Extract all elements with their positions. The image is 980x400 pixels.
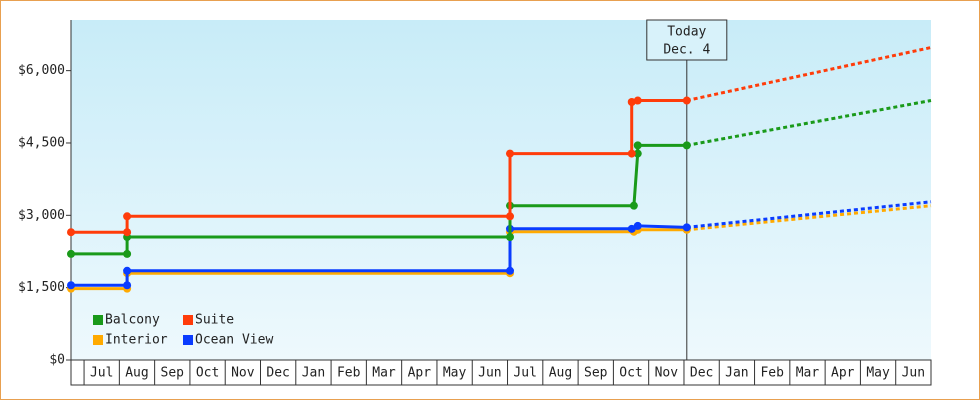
price-point bbox=[627, 149, 636, 158]
x-tick-label: Dec bbox=[266, 366, 289, 381]
x-tick-label: Jan bbox=[302, 366, 325, 381]
today-label: Dec. 4 bbox=[663, 43, 710, 58]
price-point bbox=[629, 201, 638, 210]
price-point bbox=[682, 96, 691, 105]
y-tick-label: $4,500 bbox=[18, 135, 65, 150]
price-point bbox=[633, 221, 642, 230]
x-tick-label: Sep bbox=[161, 366, 185, 381]
legend-swatch bbox=[93, 315, 103, 325]
price-point bbox=[123, 281, 132, 290]
x-tick-label: Mar bbox=[372, 366, 396, 381]
price-point bbox=[633, 141, 642, 150]
price-point bbox=[682, 223, 691, 232]
x-tick-label: Aug bbox=[549, 366, 572, 381]
x-tick-label: Jun bbox=[902, 366, 925, 381]
x-tick-label: Jan bbox=[725, 366, 748, 381]
price-point bbox=[505, 212, 514, 221]
price-point bbox=[633, 96, 642, 105]
x-tick-label: Apr bbox=[831, 366, 855, 381]
price-point bbox=[505, 266, 514, 275]
y-tick-label: $6,000 bbox=[18, 63, 65, 78]
legend-swatch bbox=[183, 315, 193, 325]
x-tick-label: Jul bbox=[90, 366, 113, 381]
legend-label: Balcony bbox=[105, 313, 160, 328]
forecast-line bbox=[686, 99, 932, 147]
x-axis-strip bbox=[70, 359, 932, 386]
x-tick-label: Jul bbox=[513, 366, 536, 381]
price-point bbox=[123, 228, 132, 237]
x-tick-label: Dec bbox=[690, 366, 713, 381]
price-point bbox=[123, 266, 132, 275]
price-point bbox=[67, 228, 75, 237]
x-tick-label: Feb bbox=[337, 366, 361, 381]
forecast-line bbox=[686, 200, 932, 229]
price-point bbox=[627, 97, 636, 106]
legend-swatch bbox=[183, 335, 193, 345]
y-tick-label: $1,500 bbox=[18, 280, 65, 295]
x-tick-label: Jun bbox=[478, 366, 501, 381]
today-box bbox=[646, 19, 728, 61]
forecast-line bbox=[686, 204, 932, 232]
price-point bbox=[633, 149, 642, 158]
x-tick-label: Sep bbox=[584, 366, 608, 381]
x-tick-label: Oct bbox=[196, 366, 219, 381]
legend-label: Ocean View bbox=[195, 333, 273, 348]
x-tick-label: Oct bbox=[619, 366, 642, 381]
x-tick-label: Mar bbox=[796, 366, 820, 381]
legend-label: Interior bbox=[105, 333, 168, 348]
x-tick-label: Aug bbox=[125, 366, 148, 381]
x-tick-label: Nov bbox=[655, 366, 679, 381]
today-label: Today bbox=[667, 25, 706, 40]
price-point bbox=[627, 224, 636, 233]
price-point bbox=[67, 281, 75, 290]
plot-area bbox=[71, 20, 931, 360]
price-point bbox=[682, 141, 691, 150]
legend-label: Suite bbox=[195, 313, 234, 328]
price-point bbox=[505, 149, 514, 158]
price-point bbox=[505, 233, 514, 242]
y-tick-label: $0 bbox=[49, 353, 65, 368]
y-tick-label: $3,000 bbox=[18, 208, 65, 223]
price-point bbox=[67, 249, 75, 258]
price-point bbox=[123, 212, 132, 221]
x-tick-label: Nov bbox=[231, 366, 255, 381]
legend-swatch bbox=[93, 335, 103, 345]
x-tick-label: Feb bbox=[760, 366, 784, 381]
x-tick-label: Apr bbox=[408, 366, 432, 381]
x-tick-label: May bbox=[866, 366, 890, 381]
x-tick-label: May bbox=[443, 366, 467, 381]
price-point bbox=[123, 249, 132, 258]
